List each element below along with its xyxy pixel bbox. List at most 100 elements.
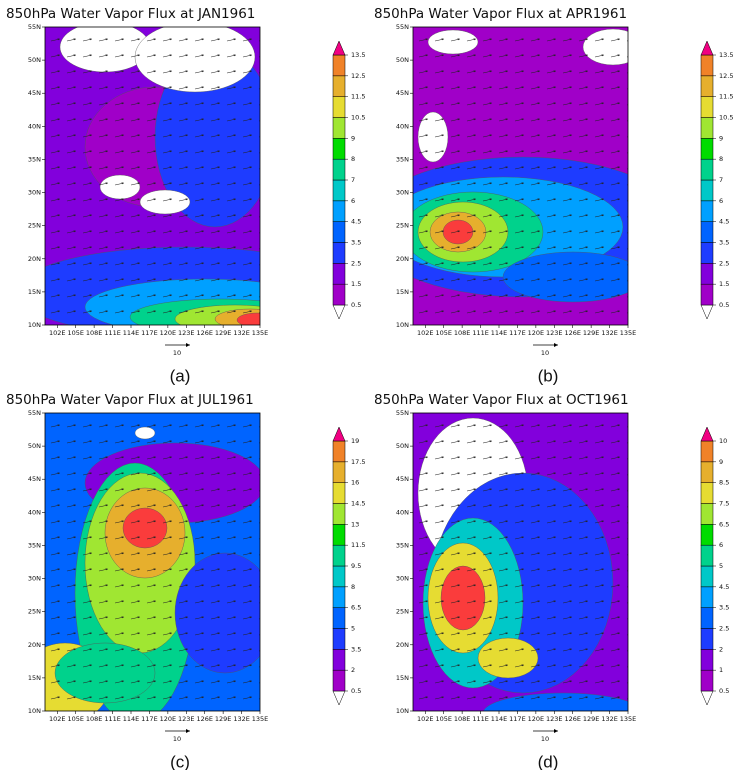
lon-tick-label: 117E bbox=[141, 329, 158, 337]
colorbar-label: 6 bbox=[351, 197, 355, 205]
colorbar-box bbox=[332, 221, 346, 243]
panel-label: (a) bbox=[170, 366, 191, 385]
lon-tick-label: 111E bbox=[104, 329, 121, 337]
colorbar-label: 10.5 bbox=[719, 114, 733, 122]
colorbar-label: 3.5 bbox=[719, 604, 729, 612]
lat-tick-label: 10N bbox=[28, 707, 41, 715]
lon-tick-label: 114E bbox=[123, 715, 140, 723]
colorbar-box bbox=[332, 158, 346, 181]
colorbar-label: 4.5 bbox=[351, 218, 361, 226]
lat-tick-label: 30N bbox=[28, 575, 41, 583]
lat-tick-label: 50N bbox=[396, 442, 409, 450]
lon-tick-label: 126E bbox=[564, 329, 581, 337]
lat-tick-label: 40N bbox=[28, 508, 41, 516]
lon-tick-label: 105E bbox=[67, 329, 84, 337]
lon-tick-label: 126E bbox=[196, 715, 213, 723]
lat-tick-label: 55N bbox=[28, 409, 41, 417]
colorbar-label: 5 bbox=[719, 562, 723, 570]
lat-tick-label: 20N bbox=[396, 641, 409, 649]
lon-tick-label: 132E bbox=[601, 715, 618, 723]
panel-label: (d) bbox=[538, 752, 559, 770]
colorbar-box bbox=[700, 565, 714, 588]
colorbar-label: 13.5 bbox=[719, 51, 733, 59]
colorbar-label: 2.5 bbox=[719, 625, 729, 633]
lat-tick-label: 35N bbox=[396, 541, 409, 549]
map-field bbox=[45, 27, 260, 325]
colorbar-label: 8.5 bbox=[719, 479, 729, 487]
lon-tick-label: 129E bbox=[215, 329, 232, 337]
reference-label: 10 bbox=[541, 735, 549, 743]
flux-vectors bbox=[413, 413, 628, 711]
colorbar-label: 9 bbox=[351, 134, 355, 142]
colorbar-label: 12.5 bbox=[351, 72, 365, 80]
colorbar-label: 7 bbox=[351, 176, 355, 184]
colorbar-box bbox=[700, 461, 714, 483]
colorbar-label: 0.5 bbox=[351, 687, 361, 695]
flux-vectors bbox=[45, 413, 260, 711]
panel: 850hPa Water Vapor Flux at OCT1961 10N 15N… bbox=[374, 392, 729, 771]
map-frame bbox=[412, 412, 629, 712]
lon-tick-label: 123E bbox=[178, 715, 195, 723]
colorbar-box bbox=[700, 503, 714, 525]
colorbar-label: 7 bbox=[719, 176, 723, 184]
colorbar-box bbox=[700, 96, 714, 118]
colorbar-label: 13 bbox=[351, 520, 359, 528]
lon-tick-label: 135E bbox=[620, 715, 637, 723]
lon-tick-label: 111E bbox=[472, 329, 489, 337]
lat-tick-label: 50N bbox=[28, 442, 41, 450]
lat-tick-label: 30N bbox=[28, 189, 41, 197]
colorbar-label: 11.5 bbox=[719, 93, 733, 101]
map-frame bbox=[44, 26, 261, 326]
lat-tick-label: 55N bbox=[396, 409, 409, 417]
colorbar-label: 11.5 bbox=[351, 93, 365, 101]
colorbar-label: 3.5 bbox=[351, 239, 361, 247]
lon-tick-label: 108E bbox=[86, 715, 103, 723]
reference-label: 10 bbox=[173, 735, 181, 743]
colorbar-box bbox=[332, 482, 346, 504]
panel-label: (c) bbox=[170, 752, 190, 770]
panel-label: (b) bbox=[538, 366, 559, 385]
lat-tick-label: 15N bbox=[28, 288, 41, 296]
colorbar-box bbox=[700, 440, 714, 463]
colorbar-box bbox=[700, 524, 714, 546]
colorbar-box bbox=[332, 75, 346, 97]
colorbar-box bbox=[700, 242, 714, 264]
map-frame bbox=[412, 26, 629, 326]
colorbar-label: 8 bbox=[719, 155, 723, 163]
colorbar-box bbox=[332, 649, 346, 671]
lat-tick-label: 40N bbox=[28, 122, 41, 130]
colorbar-box bbox=[700, 628, 714, 650]
colorbar-label: 8 bbox=[351, 155, 355, 163]
lon-tick-label: 132E bbox=[233, 329, 250, 337]
colorbar-label: 8 bbox=[351, 583, 355, 591]
lat-tick-label: 40N bbox=[396, 508, 409, 516]
lat-tick-label: 45N bbox=[396, 89, 409, 97]
colorbar-label: 1 bbox=[719, 666, 723, 674]
colorbar-box bbox=[700, 54, 714, 77]
map-field bbox=[45, 413, 260, 711]
reference-label: 10 bbox=[173, 349, 181, 357]
reference-arrowhead bbox=[186, 729, 190, 733]
colorbar-box bbox=[700, 649, 714, 671]
colorbar-label: 12.5 bbox=[719, 72, 733, 80]
lat-tick-label: 35N bbox=[396, 155, 409, 163]
colorbar-label: 2 bbox=[351, 666, 355, 674]
colorbar-box bbox=[700, 283, 714, 306]
lat-tick-label: 25N bbox=[28, 608, 41, 616]
colorbar-label: 13.5 bbox=[351, 51, 365, 59]
colorbar-box bbox=[700, 117, 714, 139]
lat-tick-label: 25N bbox=[396, 608, 409, 616]
lat-tick-label: 40N bbox=[396, 122, 409, 130]
reference-label: 10 bbox=[541, 349, 549, 357]
lat-tick-label: 15N bbox=[396, 674, 409, 682]
flux-vectors bbox=[45, 27, 260, 325]
lon-tick-label: 105E bbox=[435, 715, 452, 723]
colorbar-box bbox=[332, 96, 346, 118]
lat-tick-label: 10N bbox=[396, 321, 409, 329]
lon-tick-label: 126E bbox=[196, 329, 213, 337]
lon-tick-label: 126E bbox=[564, 715, 581, 723]
colorbar-label: 0.5 bbox=[719, 301, 729, 309]
colorbar-box bbox=[332, 565, 346, 588]
colorbar-box bbox=[332, 544, 346, 567]
